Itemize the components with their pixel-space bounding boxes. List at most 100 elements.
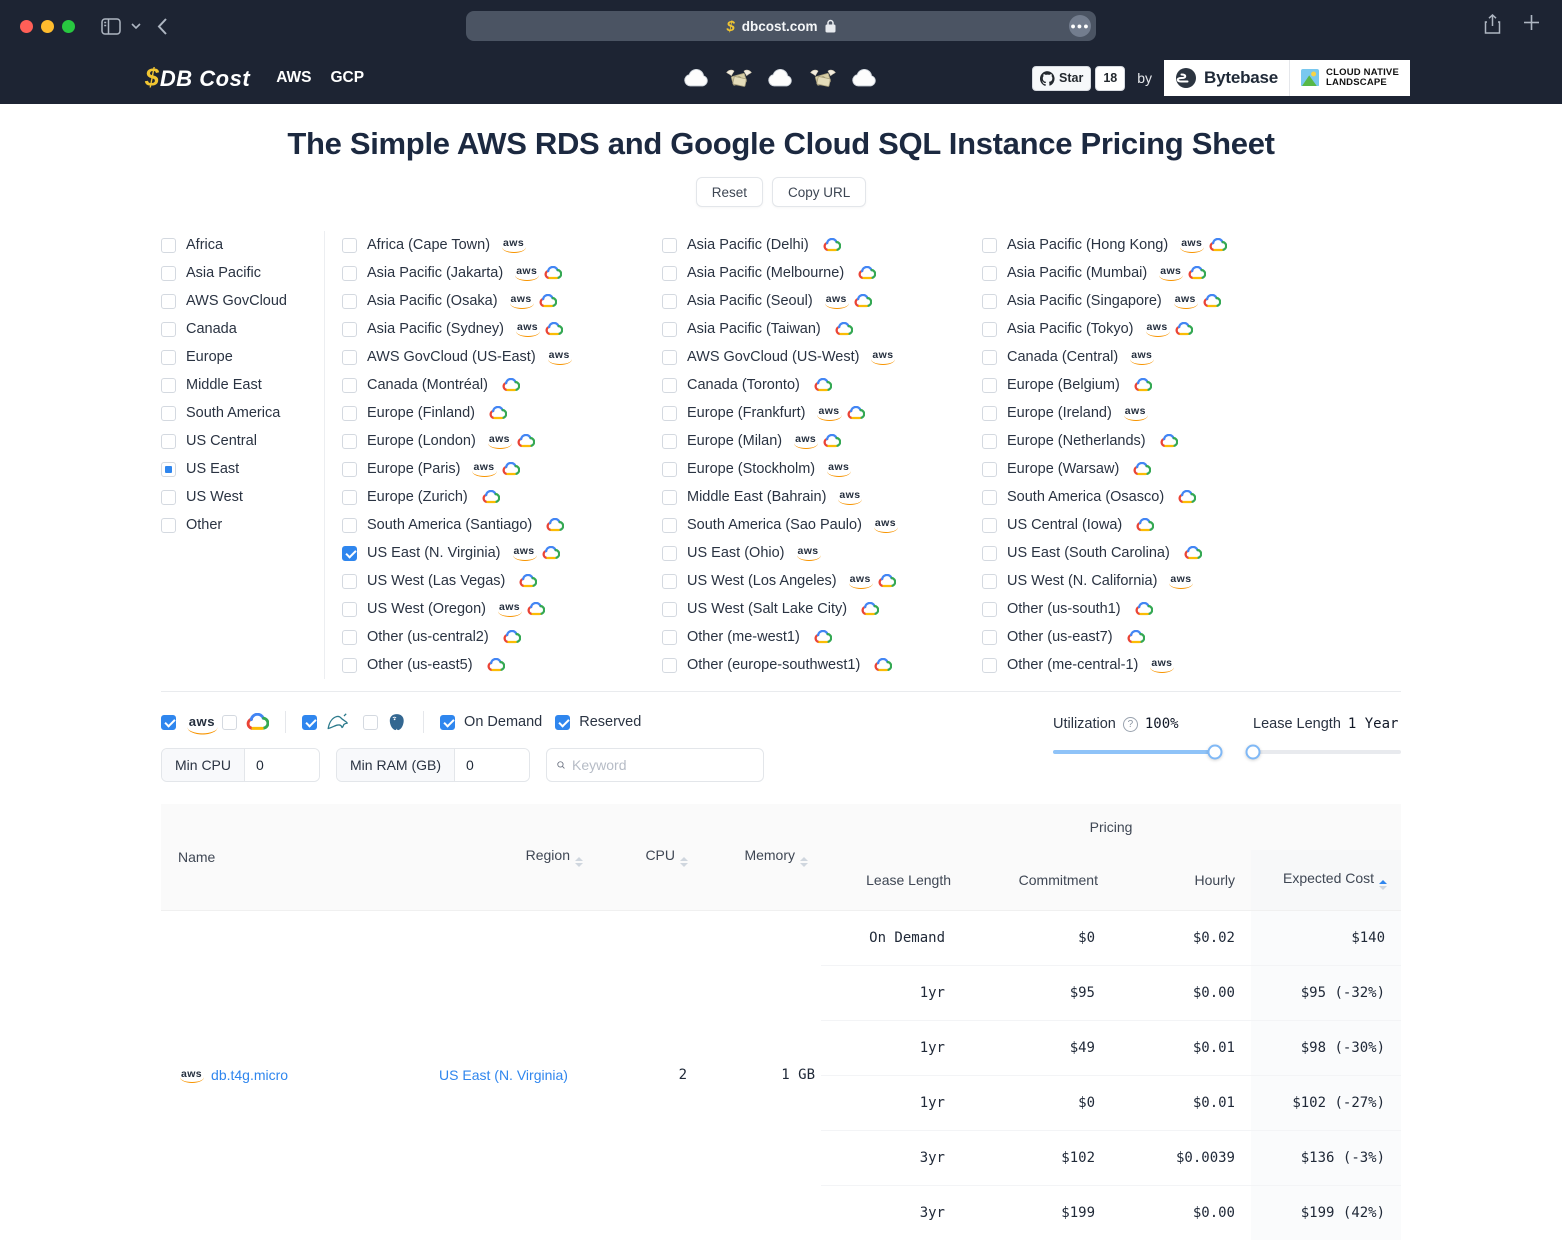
region-checkbox-item[interactable]: Africa (Cape Town) aws: [342, 231, 645, 259]
region-checkbox-item[interactable]: Other (us-east5): [342, 651, 645, 679]
checkbox[interactable]: [662, 265, 677, 281]
checkbox[interactable]: [662, 461, 677, 477]
checkbox[interactable]: [342, 433, 357, 449]
region-checkbox-item[interactable]: Other (us-south1): [982, 595, 1285, 623]
region-checkbox-item[interactable]: South America (Sao Paulo) aws: [662, 511, 965, 539]
checkbox[interactable]: [982, 657, 997, 673]
nav-link-aws[interactable]: AWS: [276, 69, 312, 86]
region-checkbox-item[interactable]: Asia Pacific (Sydney) aws: [342, 315, 645, 343]
nav-link-gcp[interactable]: GCP: [330, 69, 365, 86]
checkbox[interactable]: [342, 573, 357, 589]
checkbox[interactable]: [662, 629, 677, 645]
region-checkbox-item[interactable]: Europe (Frankfurt) aws: [662, 399, 965, 427]
region-checkbox-item[interactable]: Europe (Paris) aws: [342, 455, 645, 483]
checkbox[interactable]: [662, 349, 677, 365]
region-checkbox-item[interactable]: US East: [161, 455, 324, 483]
engine-mysql-toggle[interactable]: [302, 712, 350, 732]
min-cpu-input[interactable]: [245, 749, 320, 781]
checkbox[interactable]: [342, 489, 357, 505]
region-checkbox-item[interactable]: Europe (Belgium): [982, 371, 1285, 399]
region-checkbox-item[interactable]: US West (Los Angeles) aws: [662, 567, 965, 595]
checkbox[interactable]: [161, 489, 176, 505]
zoom-window-button[interactable]: [62, 19, 75, 33]
checkbox[interactable]: [342, 293, 357, 309]
cloud-native-landscape-logo[interactable]: CLOUD NATIVE LANDSCAPE: [1289, 60, 1410, 96]
checkbox[interactable]: [982, 461, 997, 477]
address-bar[interactable]: $ dbcost.com ●●●: [466, 11, 1096, 41]
region-checkbox-item[interactable]: US East (N. Virginia) aws: [342, 539, 645, 567]
region-checkbox-item[interactable]: Other (me-west1): [662, 623, 965, 651]
region-checkbox-item[interactable]: Middle East: [161, 371, 324, 399]
engine-postgresql-toggle[interactable]: [363, 712, 407, 733]
checkbox[interactable]: [982, 545, 997, 561]
reset-button[interactable]: Reset: [695, 177, 763, 207]
checkbox[interactable]: [662, 237, 677, 253]
checkbox[interactable]: [662, 433, 677, 449]
checkbox[interactable]: [161, 517, 176, 533]
share-icon[interactable]: [1484, 13, 1501, 39]
region-checkbox-item[interactable]: Asia Pacific (Taiwan): [662, 315, 965, 343]
back-icon[interactable]: [157, 17, 167, 35]
col-header-expected-cost[interactable]: Expected Cost: [1251, 850, 1402, 911]
utilization-slider[interactable]: [1053, 744, 1223, 760]
region-checkbox-item[interactable]: Europe (Ireland) aws: [982, 399, 1285, 427]
region-checkbox-item[interactable]: Europe (Milan) aws: [662, 427, 965, 455]
checkbox[interactable]: [662, 657, 677, 673]
checkbox[interactable]: [662, 517, 677, 533]
checkbox[interactable]: [342, 461, 357, 477]
bytebase-logo[interactable]: Bytebase: [1164, 60, 1289, 96]
checkbox[interactable]: [342, 265, 357, 281]
checkbox[interactable]: [342, 321, 357, 337]
region-checkbox-item[interactable]: AWS GovCloud (US-West) aws: [662, 343, 965, 371]
region-checkbox-item[interactable]: Europe (Finland): [342, 399, 645, 427]
checkbox[interactable]: [555, 714, 571, 730]
checkbox[interactable]: [342, 657, 357, 673]
instance-link[interactable]: db.t4g.micro: [211, 1067, 289, 1084]
sidebar-toggle-icon[interactable]: [101, 17, 121, 35]
region-checkbox-item[interactable]: Europe (Zurich): [342, 483, 645, 511]
min-ram-input[interactable]: [455, 749, 530, 781]
checkbox[interactable]: [662, 405, 677, 421]
checkbox[interactable]: [161, 714, 176, 730]
checkbox[interactable]: [342, 629, 357, 645]
copy-url-button[interactable]: Copy URL: [772, 177, 867, 207]
checkbox[interactable]: [363, 714, 379, 730]
region-checkbox-item[interactable]: Europe (Warsaw): [982, 455, 1285, 483]
region-checkbox-item[interactable]: Asia Pacific (Delhi): [662, 231, 965, 259]
region-checkbox-item[interactable]: Europe (Netherlands): [982, 427, 1285, 455]
github-star-button[interactable]: Star 18: [1032, 65, 1126, 91]
checkbox[interactable]: [342, 405, 357, 421]
region-checkbox-item[interactable]: US West (Oregon) aws: [342, 595, 645, 623]
help-icon[interactable]: ?: [1122, 716, 1138, 732]
checkbox[interactable]: [342, 601, 357, 617]
region-checkbox-item[interactable]: Other: [161, 511, 324, 539]
checkbox[interactable]: [982, 377, 997, 393]
region-checkbox-item[interactable]: US West (Las Vegas): [342, 567, 645, 595]
checkbox[interactable]: [982, 265, 997, 281]
checkbox[interactable]: [982, 489, 997, 505]
keyword-input[interactable]: [572, 757, 754, 773]
checkbox[interactable]: [662, 377, 677, 393]
checkbox[interactable]: [342, 349, 357, 365]
checkbox[interactable]: [440, 714, 456, 730]
dbcost-logo[interactable]: $ DB Cost: [145, 63, 251, 92]
checkbox[interactable]: [982, 629, 997, 645]
region-checkbox-item[interactable]: Asia Pacific (Mumbai) aws: [982, 259, 1285, 287]
region-checkbox-item[interactable]: Middle East (Bahrain) aws: [662, 483, 965, 511]
region-checkbox-item[interactable]: Asia Pacific (Hong Kong) aws: [982, 231, 1285, 259]
checkbox[interactable]: [662, 293, 677, 309]
checkbox[interactable]: [342, 377, 357, 393]
utilization-slider-thumb[interactable]: [1207, 744, 1223, 760]
checkbox[interactable]: [982, 433, 997, 449]
region-checkbox-item[interactable]: Asia Pacific (Osaka) aws: [342, 287, 645, 315]
checkbox[interactable]: [982, 601, 997, 617]
checkbox[interactable]: [161, 293, 176, 309]
region-checkbox-item[interactable]: US East (South Carolina): [982, 539, 1285, 567]
region-checkbox-item[interactable]: Canada: [161, 315, 324, 343]
region-checkbox-item[interactable]: Other (europe-southwest1): [662, 651, 965, 679]
checkbox[interactable]: [161, 405, 176, 421]
region-link[interactable]: US East (N. Virginia): [439, 1067, 568, 1084]
region-checkbox-item[interactable]: US West (N. California) aws: [982, 567, 1285, 595]
checkbox[interactable]: [342, 545, 357, 561]
region-checkbox-item[interactable]: South America: [161, 399, 324, 427]
